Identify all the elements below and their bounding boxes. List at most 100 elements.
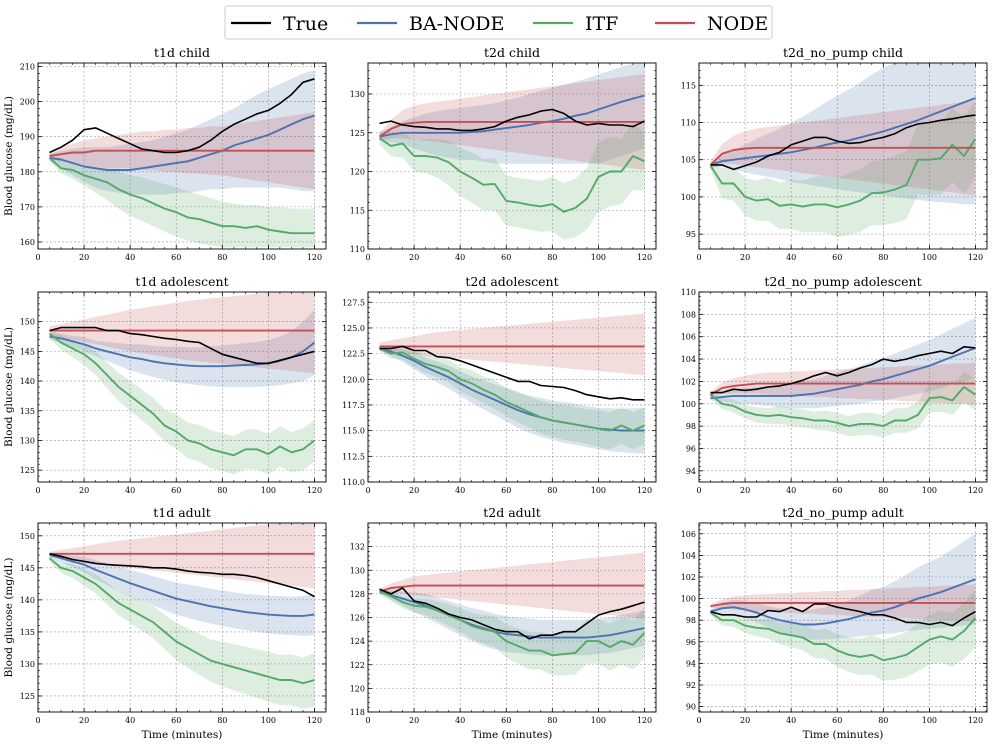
x-tick-label: 40 xyxy=(125,253,135,262)
y-tick-label: 94 xyxy=(686,467,696,476)
y-tick-label: 120 xyxy=(350,168,365,177)
y-tick-label: 106 xyxy=(681,333,696,342)
y-tick-label: 135 xyxy=(20,628,35,637)
x-tick-label: 100 xyxy=(591,253,606,262)
x-tick-label: 60 xyxy=(501,716,511,725)
line-node xyxy=(378,120,645,138)
panel-title: t1d adult xyxy=(153,505,210,520)
x-tick-label: 120 xyxy=(968,253,983,262)
line-banode xyxy=(710,578,976,626)
panel-title: t1d child xyxy=(154,45,210,60)
x-tick-label: 80 xyxy=(878,253,888,262)
x-tick-label: 40 xyxy=(786,253,796,262)
line-true xyxy=(379,345,645,401)
y-tick-label: 120.0 xyxy=(342,375,365,384)
panel-t1d-child: 0 20 40 60 80 100 120 160 170 180 190 200 210 t1d chi… xyxy=(3,45,327,262)
x-tick-label: 20 xyxy=(79,253,89,262)
y-tick-label: 190 xyxy=(20,133,35,142)
band-itf xyxy=(379,122,645,240)
line-node xyxy=(49,149,315,157)
y-tick-label: 150 xyxy=(20,532,35,541)
line-true xyxy=(49,326,315,365)
y-tick-label: 130 xyxy=(20,660,35,669)
y-tick-label: 96 xyxy=(686,444,696,453)
x-tick-label: 60 xyxy=(171,486,181,495)
x-tick-label: 0 xyxy=(696,716,701,725)
x-axis-label: Time (minutes) xyxy=(142,729,223,741)
panel-title: t1d adolescent xyxy=(135,274,228,289)
band-itf xyxy=(49,154,315,248)
plot-area xyxy=(38,292,326,482)
x-tick-label: 80 xyxy=(878,716,888,725)
line-itf xyxy=(48,157,315,235)
y-tick-label: 100 xyxy=(681,595,696,604)
band-itf xyxy=(710,371,976,438)
line-true xyxy=(379,587,645,640)
x-tick-label: 20 xyxy=(409,486,419,495)
y-tick-label: 145 xyxy=(20,347,35,356)
x-tick-label: 120 xyxy=(637,253,652,262)
y-tick-label: 110 xyxy=(681,119,696,128)
legend-label-node: NODE xyxy=(707,13,768,35)
line-itf xyxy=(709,611,977,662)
x-tick-label: 80 xyxy=(547,486,557,495)
x-tick-label: 100 xyxy=(261,486,276,495)
y-tick-label: 115 xyxy=(350,206,365,215)
x-tick-label: 60 xyxy=(832,486,842,495)
line-true xyxy=(710,346,976,394)
x-tick-label: 100 xyxy=(591,486,606,495)
line-banode xyxy=(49,554,315,617)
line-banode xyxy=(379,590,645,639)
panel-title: t2d_no_pump child xyxy=(783,45,903,60)
x-tick-label: 80 xyxy=(547,253,557,262)
line-true xyxy=(49,78,315,154)
line-node xyxy=(710,601,976,608)
line-itf xyxy=(379,590,646,657)
x-tick-label: 100 xyxy=(591,716,606,725)
x-tick-label: 0 xyxy=(365,253,370,262)
x-tick-label: 60 xyxy=(171,253,181,262)
x-tick-label: 100 xyxy=(922,716,937,725)
line-banode xyxy=(710,347,976,400)
panel-t2d-no-pump-adolescent: 0 20 40 60 80 100 120 94 96 98 100 102 104 106 108 110 t… xyxy=(681,274,988,495)
line-true xyxy=(710,114,976,171)
plot-area xyxy=(38,63,326,249)
line-banode xyxy=(379,94,645,138)
panel-title: t2d_no_pump adult xyxy=(782,505,903,520)
panel-title: t2d child xyxy=(484,45,540,60)
x-tick-label: 120 xyxy=(968,486,983,495)
x-tick-label: 120 xyxy=(637,486,652,495)
x-tick-label: 100 xyxy=(261,253,276,262)
x-tick-label: 120 xyxy=(637,716,652,725)
line-itf xyxy=(48,557,315,685)
y-tick-label: 115 xyxy=(681,81,696,90)
y-tick-label: 130 xyxy=(350,566,365,575)
panel-title: t2d adult xyxy=(483,505,540,520)
x-tick-label: 20 xyxy=(409,716,419,725)
y-tick-label: 128 xyxy=(350,590,365,599)
panel-t2d-no-pump-adult: 0 20 40 60 80 100 120 90 92 94 96 98 100 102 104 106 t2d… xyxy=(681,505,988,741)
x-tick-label: 20 xyxy=(740,716,750,725)
panel-title: t2d adolescent xyxy=(465,274,558,289)
x-tick-label: 120 xyxy=(307,253,322,262)
y-tick-label: 125 xyxy=(20,466,35,475)
legend-label-true: True xyxy=(283,13,328,35)
band-node xyxy=(49,292,315,374)
x-tick-label: 0 xyxy=(365,716,370,725)
y-axis-label: Blood glucose (mg/dL) xyxy=(3,558,15,678)
panel-t2d-no-pump-child: 0 20 40 60 80 100 120 95 100 105 110 115 t2d_no_pump… xyxy=(681,45,988,262)
y-tick-label: 122.5 xyxy=(342,350,365,359)
band-itf xyxy=(379,345,645,450)
x-tick-label: 80 xyxy=(547,716,557,725)
band-banode xyxy=(710,533,976,640)
legend-entry-true: True xyxy=(231,13,328,35)
x-tick-label: 0 xyxy=(35,486,40,495)
y-tick-label: 124 xyxy=(350,637,365,646)
x-tick-label: 60 xyxy=(832,716,842,725)
band-banode xyxy=(49,70,315,195)
y-tick-label: 210 xyxy=(20,63,35,72)
line-itf xyxy=(709,138,977,209)
y-tick-label: 92 xyxy=(686,681,696,690)
x-tick-label: 0 xyxy=(696,486,701,495)
y-tick-label: 122 xyxy=(350,661,365,670)
